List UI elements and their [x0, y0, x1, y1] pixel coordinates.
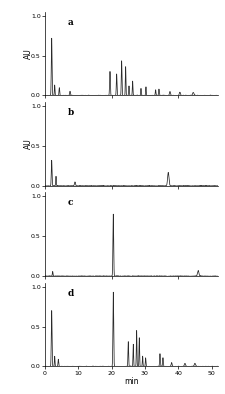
Text: d: d [68, 289, 74, 297]
X-axis label: min: min [124, 377, 139, 386]
Text: b: b [68, 108, 74, 117]
Y-axis label: AU: AU [24, 48, 33, 59]
Y-axis label: AU: AU [24, 139, 33, 149]
Text: c: c [68, 198, 73, 207]
Text: a: a [68, 18, 73, 27]
